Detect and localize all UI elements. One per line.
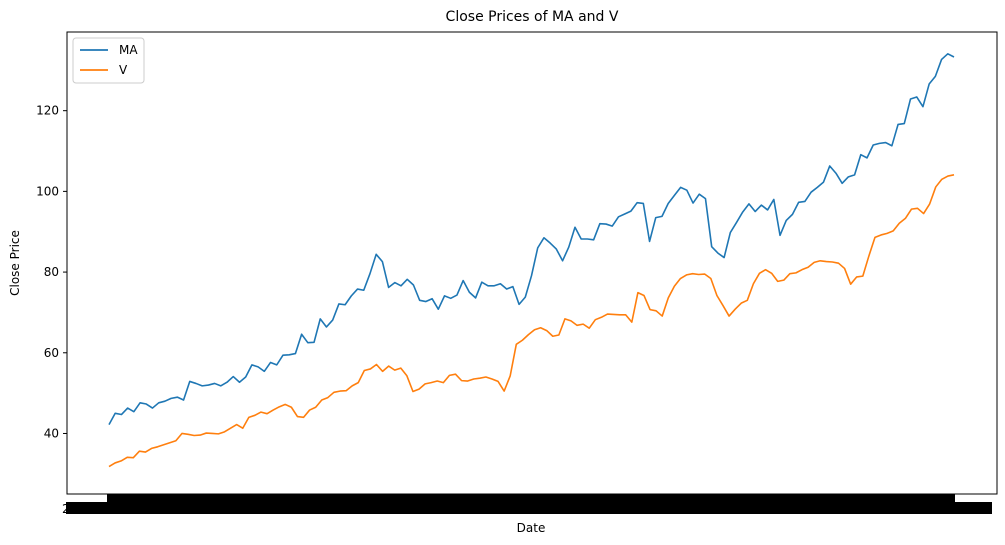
legend-label-v: V bbox=[119, 63, 128, 77]
series-group bbox=[108, 52, 955, 468]
y-tick-label: 40 bbox=[44, 426, 59, 440]
plot-area: 40 60 80 100 120 2 0 bbox=[36, 31, 998, 516]
y-axis-label: Close Price bbox=[8, 230, 22, 296]
plot-background bbox=[67, 32, 997, 494]
x-axis-ticks: 2 0 bbox=[62, 494, 992, 516]
y-tick-label: 60 bbox=[44, 346, 59, 360]
x-tick-marks-band bbox=[107, 494, 955, 502]
legend: MA V bbox=[72, 37, 145, 84]
x-axis-label: Date bbox=[517, 521, 546, 535]
series-line-ma bbox=[108, 52, 955, 425]
series-line-v bbox=[108, 174, 955, 468]
x-tick-label-first-glyph: 2 bbox=[62, 502, 70, 516]
y-tick-label: 80 bbox=[44, 265, 59, 279]
legend-label-ma: MA bbox=[119, 43, 138, 57]
x-tick-labels-band bbox=[66, 502, 992, 514]
y-tick-label: 120 bbox=[36, 104, 59, 118]
plot-frame bbox=[66, 31, 998, 495]
y-axis-ticks: 40 60 80 100 120 bbox=[36, 104, 67, 440]
x-tick-label-last-glyph: 0 bbox=[984, 502, 992, 516]
y-tick-label: 100 bbox=[36, 184, 59, 198]
chart-title: Close Prices of MA and V bbox=[446, 9, 619, 25]
